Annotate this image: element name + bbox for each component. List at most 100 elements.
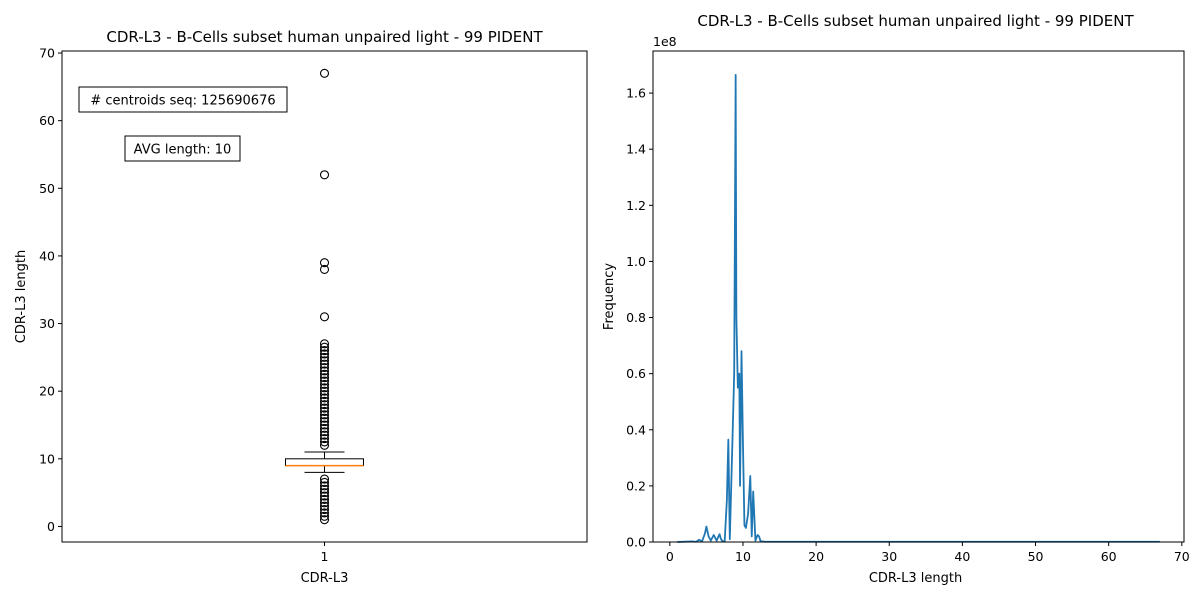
left-y-tick-label: 40 bbox=[39, 248, 55, 263]
right-chart-title: CDR-L3 - B-Cells subset human unpaired l… bbox=[697, 12, 1134, 30]
right-x-tick-label: 0 bbox=[666, 549, 674, 564]
outlier-point bbox=[319, 390, 330, 400]
right-y-tick-label: 1.6 bbox=[626, 86, 646, 101]
outlier-point bbox=[319, 339, 330, 349]
frequency-line-panel: CDR-L3 - B-Cells subset human unpaired l… bbox=[602, 12, 1190, 586]
right-y-tick-label: 0.4 bbox=[626, 422, 646, 437]
outlier-point bbox=[319, 474, 330, 484]
right-y-tick-label: 0.0 bbox=[626, 535, 646, 550]
outlier-point bbox=[319, 501, 330, 511]
outlier-point bbox=[319, 494, 330, 504]
outlier-point bbox=[319, 369, 330, 379]
outlier-point bbox=[319, 383, 330, 393]
box-plot-box bbox=[285, 451, 364, 473]
right-y-tick-label: 0.2 bbox=[626, 478, 646, 493]
avg-length-annotation: AVG length: 10 bbox=[134, 143, 232, 158]
outlier-point bbox=[319, 430, 330, 440]
right-y-tick-label: 1.0 bbox=[626, 254, 646, 269]
outlier-point bbox=[319, 488, 330, 498]
centroids-annotation: # centroids seq: 125690676 bbox=[90, 94, 275, 109]
outlier-point bbox=[319, 440, 330, 450]
right-y-tick-label: 0.6 bbox=[626, 366, 646, 381]
right-y-tick-label: 0.8 bbox=[626, 310, 646, 325]
outlier-point bbox=[319, 312, 330, 322]
right-x-tick-label: 40 bbox=[954, 549, 970, 564]
left-x-axis-ticks: 1 bbox=[321, 542, 329, 564]
box-plot-outliers bbox=[319, 68, 330, 525]
right-x-tick-label: 10 bbox=[735, 549, 751, 564]
right-x-tick-label: 20 bbox=[808, 549, 824, 564]
outlier-point bbox=[319, 346, 330, 356]
right-y-axis-ticks: 0.0 0.2 0.4 0.6 0.8 1.0 1.2 1.4 1.6 bbox=[626, 86, 653, 550]
left-y-axis-label: CDR-L3 length bbox=[14, 250, 29, 343]
outlier-point bbox=[319, 362, 330, 373]
outlier-point bbox=[319, 393, 330, 403]
outlier-point bbox=[319, 376, 330, 386]
left-y-axis-ticks: 0 10 20 30 40 50 60 70 bbox=[39, 46, 62, 534]
outlier-point bbox=[319, 491, 330, 501]
outlier-point bbox=[319, 406, 330, 417]
outlier-point bbox=[319, 417, 330, 427]
outlier-point bbox=[319, 386, 330, 396]
outlier-point bbox=[319, 498, 330, 508]
right-y-axis-label: Frequency bbox=[602, 263, 617, 330]
box-plot-panel: CDR-L3 - B-Cells subset human unpaired l… bbox=[14, 28, 588, 586]
right-x-tick-label: 50 bbox=[1028, 549, 1044, 564]
left-x-tick-label: 1 bbox=[321, 549, 329, 564]
avg-length-annotation-box bbox=[124, 135, 241, 162]
right-x-tick-label: 60 bbox=[1101, 549, 1117, 564]
outlier-point bbox=[319, 433, 330, 444]
left-y-tick-label: 70 bbox=[39, 46, 55, 61]
outlier-point bbox=[319, 413, 330, 423]
outlier-point bbox=[319, 68, 330, 78]
right-y-offset-text: 1e8 bbox=[653, 34, 677, 49]
right-x-axis-ticks: 0 10 20 30 40 50 60 70 bbox=[666, 542, 1190, 564]
right-plot-frame bbox=[652, 50, 1185, 543]
outlier-point bbox=[319, 356, 330, 366]
outlier-point bbox=[319, 437, 330, 447]
outlier-point bbox=[319, 427, 330, 437]
right-x-tick-label: 70 bbox=[1174, 549, 1190, 564]
frequency-series-line bbox=[677, 73, 1160, 543]
outlier-point bbox=[319, 508, 330, 518]
outlier-point bbox=[319, 484, 330, 494]
outlier-point bbox=[319, 349, 330, 359]
outlier-point bbox=[319, 373, 330, 383]
right-x-axis-label: CDR-L3 length bbox=[869, 571, 962, 586]
left-y-tick-label: 20 bbox=[39, 384, 55, 399]
centroids-annotation-box bbox=[78, 86, 288, 113]
outlier-point bbox=[319, 264, 330, 274]
left-chart-title: CDR-L3 - B-Cells subset human unpaired l… bbox=[106, 28, 543, 46]
outlier-point bbox=[319, 423, 330, 433]
right-x-tick-label: 30 bbox=[881, 549, 897, 564]
left-y-tick-label: 10 bbox=[39, 451, 55, 466]
left-y-tick-label: 0 bbox=[47, 519, 55, 534]
outlier-point bbox=[319, 379, 330, 389]
outlier-point bbox=[319, 511, 330, 521]
left-plot-frame bbox=[61, 50, 588, 543]
outlier-point bbox=[319, 258, 330, 268]
outlier-point bbox=[319, 515, 330, 525]
outlier-point bbox=[319, 170, 330, 180]
left-y-tick-label: 30 bbox=[39, 316, 55, 331]
right-y-tick-label: 1.4 bbox=[626, 142, 646, 157]
frequency-series bbox=[677, 73, 1160, 543]
outlier-point bbox=[319, 342, 330, 352]
outlier-point bbox=[319, 366, 330, 376]
left-y-tick-label: 60 bbox=[39, 113, 55, 128]
outlier-point bbox=[319, 396, 330, 406]
outlier-point bbox=[319, 410, 330, 420]
outlier-point bbox=[319, 420, 330, 430]
outlier-point bbox=[319, 481, 330, 491]
outlier-point bbox=[319, 352, 330, 362]
outlier-point bbox=[319, 400, 330, 410]
left-x-axis-label: CDR-L3 bbox=[301, 571, 349, 586]
right-y-tick-label: 1.2 bbox=[626, 198, 646, 213]
outlier-point bbox=[319, 403, 330, 413]
outlier-point bbox=[319, 477, 330, 488]
iqr-box bbox=[285, 458, 364, 467]
outlier-point bbox=[319, 504, 330, 515]
left-y-tick-label: 50 bbox=[39, 181, 55, 196]
outlier-point bbox=[319, 359, 330, 369]
